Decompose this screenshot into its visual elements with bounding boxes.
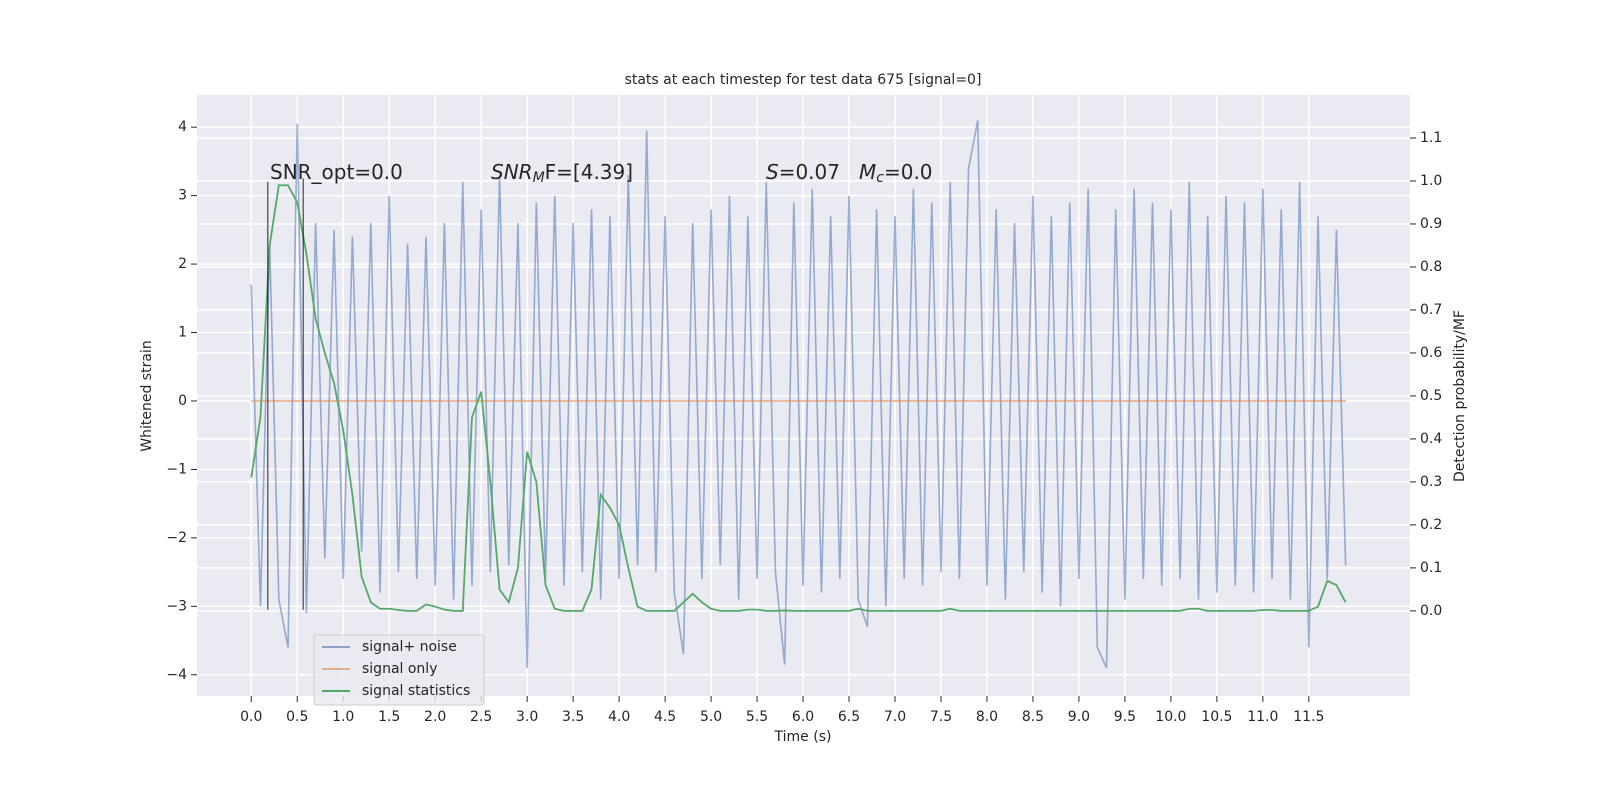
- x-tick-label: 11.0: [1247, 709, 1278, 725]
- y2-tick-label: 0.7: [1420, 302, 1442, 318]
- y-tick-label: 1: [178, 325, 187, 341]
- x-tick-label: 2.0: [424, 709, 446, 725]
- x-tick-label: 3.5: [562, 709, 584, 725]
- y2-tick-label: 0.4: [1420, 431, 1442, 447]
- x-tick-label: 10.0: [1155, 709, 1186, 725]
- y2-tick-label: 0.6: [1420, 345, 1442, 361]
- annotation-main: M: [859, 160, 876, 184]
- legend-label: signal+ noise: [362, 639, 457, 655]
- y2-tick-label: 0.2: [1420, 517, 1442, 533]
- x-tick-label: 6.5: [838, 709, 860, 725]
- y-tick-label: 2: [178, 256, 187, 272]
- annotation-text: SNR_opt=0.0: [270, 160, 403, 184]
- y-tick-label: −2: [166, 530, 187, 546]
- x-tick-label: 11.5: [1293, 709, 1324, 725]
- x-tick-label: 10.5: [1201, 709, 1232, 725]
- annotation-sub: c: [876, 170, 884, 186]
- x-tick-label: 7.0: [884, 709, 906, 725]
- annotation-main: S: [766, 160, 779, 184]
- y-tick-label: 0: [178, 393, 187, 409]
- legend-label: signal only: [362, 661, 437, 677]
- y2-axis-label: Detection probability/MF: [1452, 310, 1468, 482]
- annotation: SNR_opt=0.0: [270, 160, 403, 184]
- annotation-tail: F=[4.39]: [545, 160, 633, 184]
- annotation-sub: M: [533, 170, 545, 186]
- y2-tick-label: 0.9: [1420, 216, 1442, 232]
- x-tick-label: 4.5: [654, 709, 676, 725]
- y2-tick-label: 0.8: [1420, 259, 1442, 275]
- y2-tick-label: 0.5: [1420, 388, 1442, 404]
- x-tick-label: 1.5: [378, 709, 400, 725]
- x-tick-label: 5.5: [746, 709, 768, 725]
- y-tick-label: −1: [166, 461, 187, 477]
- y2-tick-label: 0.1: [1420, 560, 1442, 576]
- series-line: [250, 184, 1347, 612]
- series-line: [250, 120, 1347, 669]
- chart-title: stats at each timestep for test data 675…: [625, 72, 982, 88]
- y-tick-label: 3: [178, 188, 187, 204]
- x-tick-label: 6.0: [792, 709, 814, 725]
- y-tick-label: 4: [178, 119, 187, 135]
- annotation-tail: =0.0: [884, 160, 933, 184]
- annotation: Mc=0.0: [859, 160, 933, 187]
- x-tick-label: 9.0: [1068, 709, 1090, 725]
- x-tick-label: 3.0: [516, 709, 538, 725]
- x-tick-label: 4.0: [608, 709, 630, 725]
- x-tick-label: 1.0: [332, 709, 354, 725]
- annotation: SNRMF=[4.39]: [491, 160, 633, 187]
- x-tick-label: 7.5: [930, 709, 952, 725]
- y2-tick-label: 0.3: [1420, 474, 1442, 490]
- x-tick-label: 2.5: [470, 709, 492, 725]
- x-tick-label: 5.0: [700, 709, 722, 725]
- x-tick-label: 0.5: [286, 709, 308, 725]
- annotation-main: SNR: [491, 160, 533, 184]
- y2-tick-label: 0.0: [1420, 603, 1442, 619]
- x-tick-label: 9.5: [1114, 709, 1136, 725]
- x-axis-label: Time (s): [774, 729, 832, 745]
- y2-tick-label: 1.0: [1420, 173, 1442, 189]
- legend-box: [313, 634, 485, 706]
- x-tick-label: 0.0: [240, 709, 262, 725]
- y-axis-label: Whitened strain: [139, 340, 155, 451]
- annotation-tail: =0.07: [779, 160, 840, 184]
- annotation: S=0.07: [766, 160, 840, 184]
- y-tick-label: −3: [166, 598, 187, 614]
- x-tick-label: 8.5: [1022, 709, 1044, 725]
- x-tick-label: 8.0: [976, 709, 998, 725]
- y2-tick-label: 1.1: [1420, 130, 1442, 146]
- legend-label: signal statistics: [362, 683, 470, 699]
- y-tick-label: −4: [166, 667, 187, 683]
